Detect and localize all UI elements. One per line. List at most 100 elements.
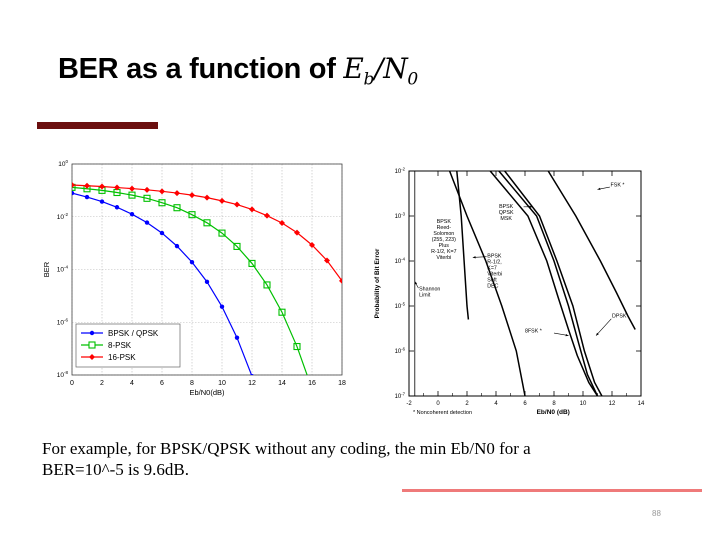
y-tick-label: 10-2: [395, 166, 406, 175]
data-point: [174, 243, 180, 249]
y-tick-label: 10-8: [57, 370, 69, 379]
annotation-shannon-arrow-head: [414, 281, 418, 285]
data-point: [84, 194, 90, 200]
y-tick-label: 10-4: [57, 265, 69, 274]
annotation-8fsk: 8FSK *: [525, 328, 542, 334]
data-point: [278, 308, 286, 316]
x-tick-label: 2: [100, 380, 104, 387]
y-tick-label: 10-6: [57, 317, 69, 326]
data-point: [143, 194, 151, 202]
data-point: [293, 342, 301, 351]
x-tick-label: 16: [308, 380, 316, 387]
series-curve: [448, 171, 526, 396]
data-point: [204, 194, 210, 201]
series-curve: [489, 171, 599, 396]
data-point: [188, 211, 196, 219]
slide-title: BER as a function of Eb/N0: [58, 52, 418, 90]
x-tick-label: 14: [638, 401, 645, 407]
annotation-fsk: FSK *: [611, 183, 625, 189]
annotation-fsk-arrow-head: [597, 187, 601, 191]
data-point: [72, 190, 75, 196]
y-axis-label: Probability of Bit Error: [374, 248, 381, 318]
data-point: [159, 188, 165, 195]
annotation-shannon-limit: Shannon Limit: [419, 287, 440, 299]
data-point: [174, 190, 180, 197]
x-axis-label: Eb/N0 (dB): [537, 409, 570, 416]
data-point: [309, 241, 315, 248]
legend-marker: [89, 354, 95, 360]
data-point: [264, 212, 270, 219]
data-point: [294, 229, 300, 236]
ber-psk-chart: 0 2 4 6 8 10 12 14 16 18 100 10-2 10-4 10-6 10-8 Eb/N0(…: [42, 159, 346, 397]
data-point: [233, 242, 241, 250]
legend-marker: [89, 330, 95, 336]
data-point: [159, 230, 165, 236]
annotation-bpsk-viterbi-soft: BPSK R-1/2, K=7 Viterbi Soft DEC: [487, 253, 502, 289]
data-point: [189, 259, 195, 265]
data-point: [219, 304, 225, 309]
data-point: [114, 184, 120, 191]
series-line: [72, 186, 308, 375]
data-point: [218, 229, 226, 237]
data-point: [173, 204, 181, 212]
legend-label: BPSK / QPSK: [108, 329, 159, 338]
legend-marker: [88, 341, 96, 349]
series-group: [414, 171, 636, 396]
series-group: [72, 181, 342, 375]
ber-coding-chart: -2 0 2 4 6 8 10 12 14 10-2 10-3 10-4 10-5 10-6 10-7 Pro…: [374, 166, 645, 416]
x-tick-label: 10: [580, 401, 587, 407]
title-text: BER as a function of: [58, 53, 344, 85]
data-point: [248, 259, 256, 267]
data-point: [250, 374, 254, 375]
annotation-dpsk: DPSK: [612, 314, 627, 320]
x-tick-label: 6: [523, 401, 527, 407]
annotation-bpsk-rs-viterbi: BPSK Reed-Solomon (255, 223) Plus R-1/2, K=7…: [431, 219, 457, 261]
y-tick-label: 10-2: [57, 212, 69, 221]
data-point: [203, 219, 211, 227]
caption-line-2: BER=10^-5 is 9.6dB.: [42, 460, 189, 479]
series-curve: [504, 171, 603, 396]
data-point: [249, 206, 255, 213]
caption: For example, for BPSK/QPSK without any c…: [42, 438, 642, 480]
data-point: [128, 191, 136, 199]
page-number: 88: [652, 509, 661, 518]
x-tick-label: 6: [160, 380, 164, 387]
x-tick-label: 0: [70, 380, 74, 387]
data-point: [144, 186, 150, 193]
annotation-dpsk-arrow-head: [596, 332, 599, 336]
data-point: [72, 183, 76, 191]
plot-frame: [408, 170, 642, 397]
data-point: [189, 192, 195, 199]
data-point: [263, 281, 271, 289]
data-point: [324, 257, 330, 264]
footer-line: [402, 489, 702, 492]
x-tick-label: 2: [465, 401, 469, 407]
data-point: [234, 335, 240, 340]
data-point: [129, 185, 135, 192]
data-point: [114, 205, 120, 210]
annotation-dpsk-arrow: [595, 318, 612, 336]
x-tick-label: 4: [130, 380, 134, 387]
series-curve: [498, 171, 599, 396]
y-tick-label: 100: [58, 159, 68, 168]
x-tick-label: 8: [190, 380, 194, 387]
y-tick-label: 10-7: [395, 391, 406, 400]
data-point: [99, 199, 105, 204]
data-point: [72, 181, 75, 188]
y-tick-label: 10-4: [395, 256, 406, 265]
x-tick-label: 12: [248, 380, 256, 387]
data-point: [219, 197, 225, 204]
series-curve: [456, 171, 470, 320]
annotation-bpsk-viterbi-soft-arrow-head: [472, 256, 476, 259]
title-math: Eb/N0: [343, 52, 418, 90]
data-point: [129, 211, 135, 217]
data-point: [279, 219, 285, 226]
caption-line-1: For example, for BPSK/QPSK without any c…: [42, 439, 531, 458]
data-point: [158, 199, 166, 207]
annotation-bpsk-qpsk-msk-arrow-head: [529, 205, 533, 208]
y-tick-label: 10-6: [395, 346, 406, 355]
data-point: [99, 183, 105, 190]
y-tick-label: 10-3: [395, 211, 406, 220]
annotation-bpsk-qpsk-msk: BPSK QPSK MSK: [499, 204, 514, 222]
plot-frame: [71, 163, 343, 376]
